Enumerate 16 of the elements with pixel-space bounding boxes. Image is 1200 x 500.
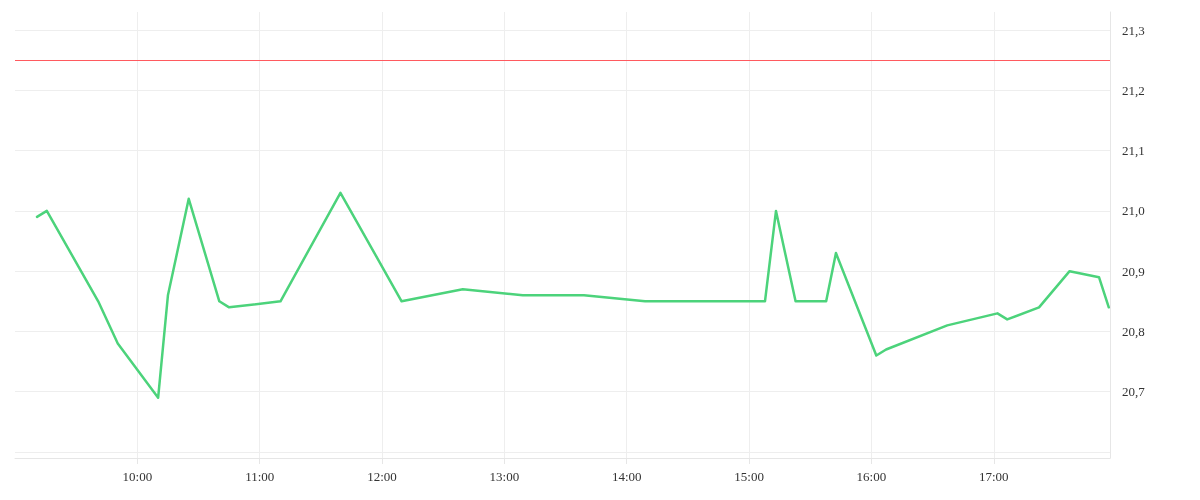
x-tick-label: 16:00 bbox=[856, 469, 887, 484]
y-tick-label: 20,8 bbox=[1122, 323, 1145, 339]
x-tick-label: 13:00 bbox=[489, 469, 520, 484]
y-tick-label: 21,3 bbox=[1122, 22, 1145, 38]
y-tick-label: 20,9 bbox=[1122, 263, 1145, 279]
line-series bbox=[35, 191, 1111, 399]
x-tick-label: 15:00 bbox=[734, 469, 764, 484]
x-tick-label: 10:00 bbox=[122, 469, 153, 484]
x-tick-label: 11:00 bbox=[245, 469, 275, 484]
y-tick-label: 21,1 bbox=[1122, 143, 1145, 159]
x-tick-label: 12:00 bbox=[367, 469, 397, 484]
y-tick-label: 20,7 bbox=[1122, 384, 1146, 400]
y-tick-label: 21,2 bbox=[1122, 82, 1145, 98]
x-tick-label: 14:00 bbox=[611, 469, 642, 484]
y-tick-label: 21,0 bbox=[1122, 203, 1145, 219]
x-tick-label: 17:00 bbox=[978, 469, 1009, 484]
